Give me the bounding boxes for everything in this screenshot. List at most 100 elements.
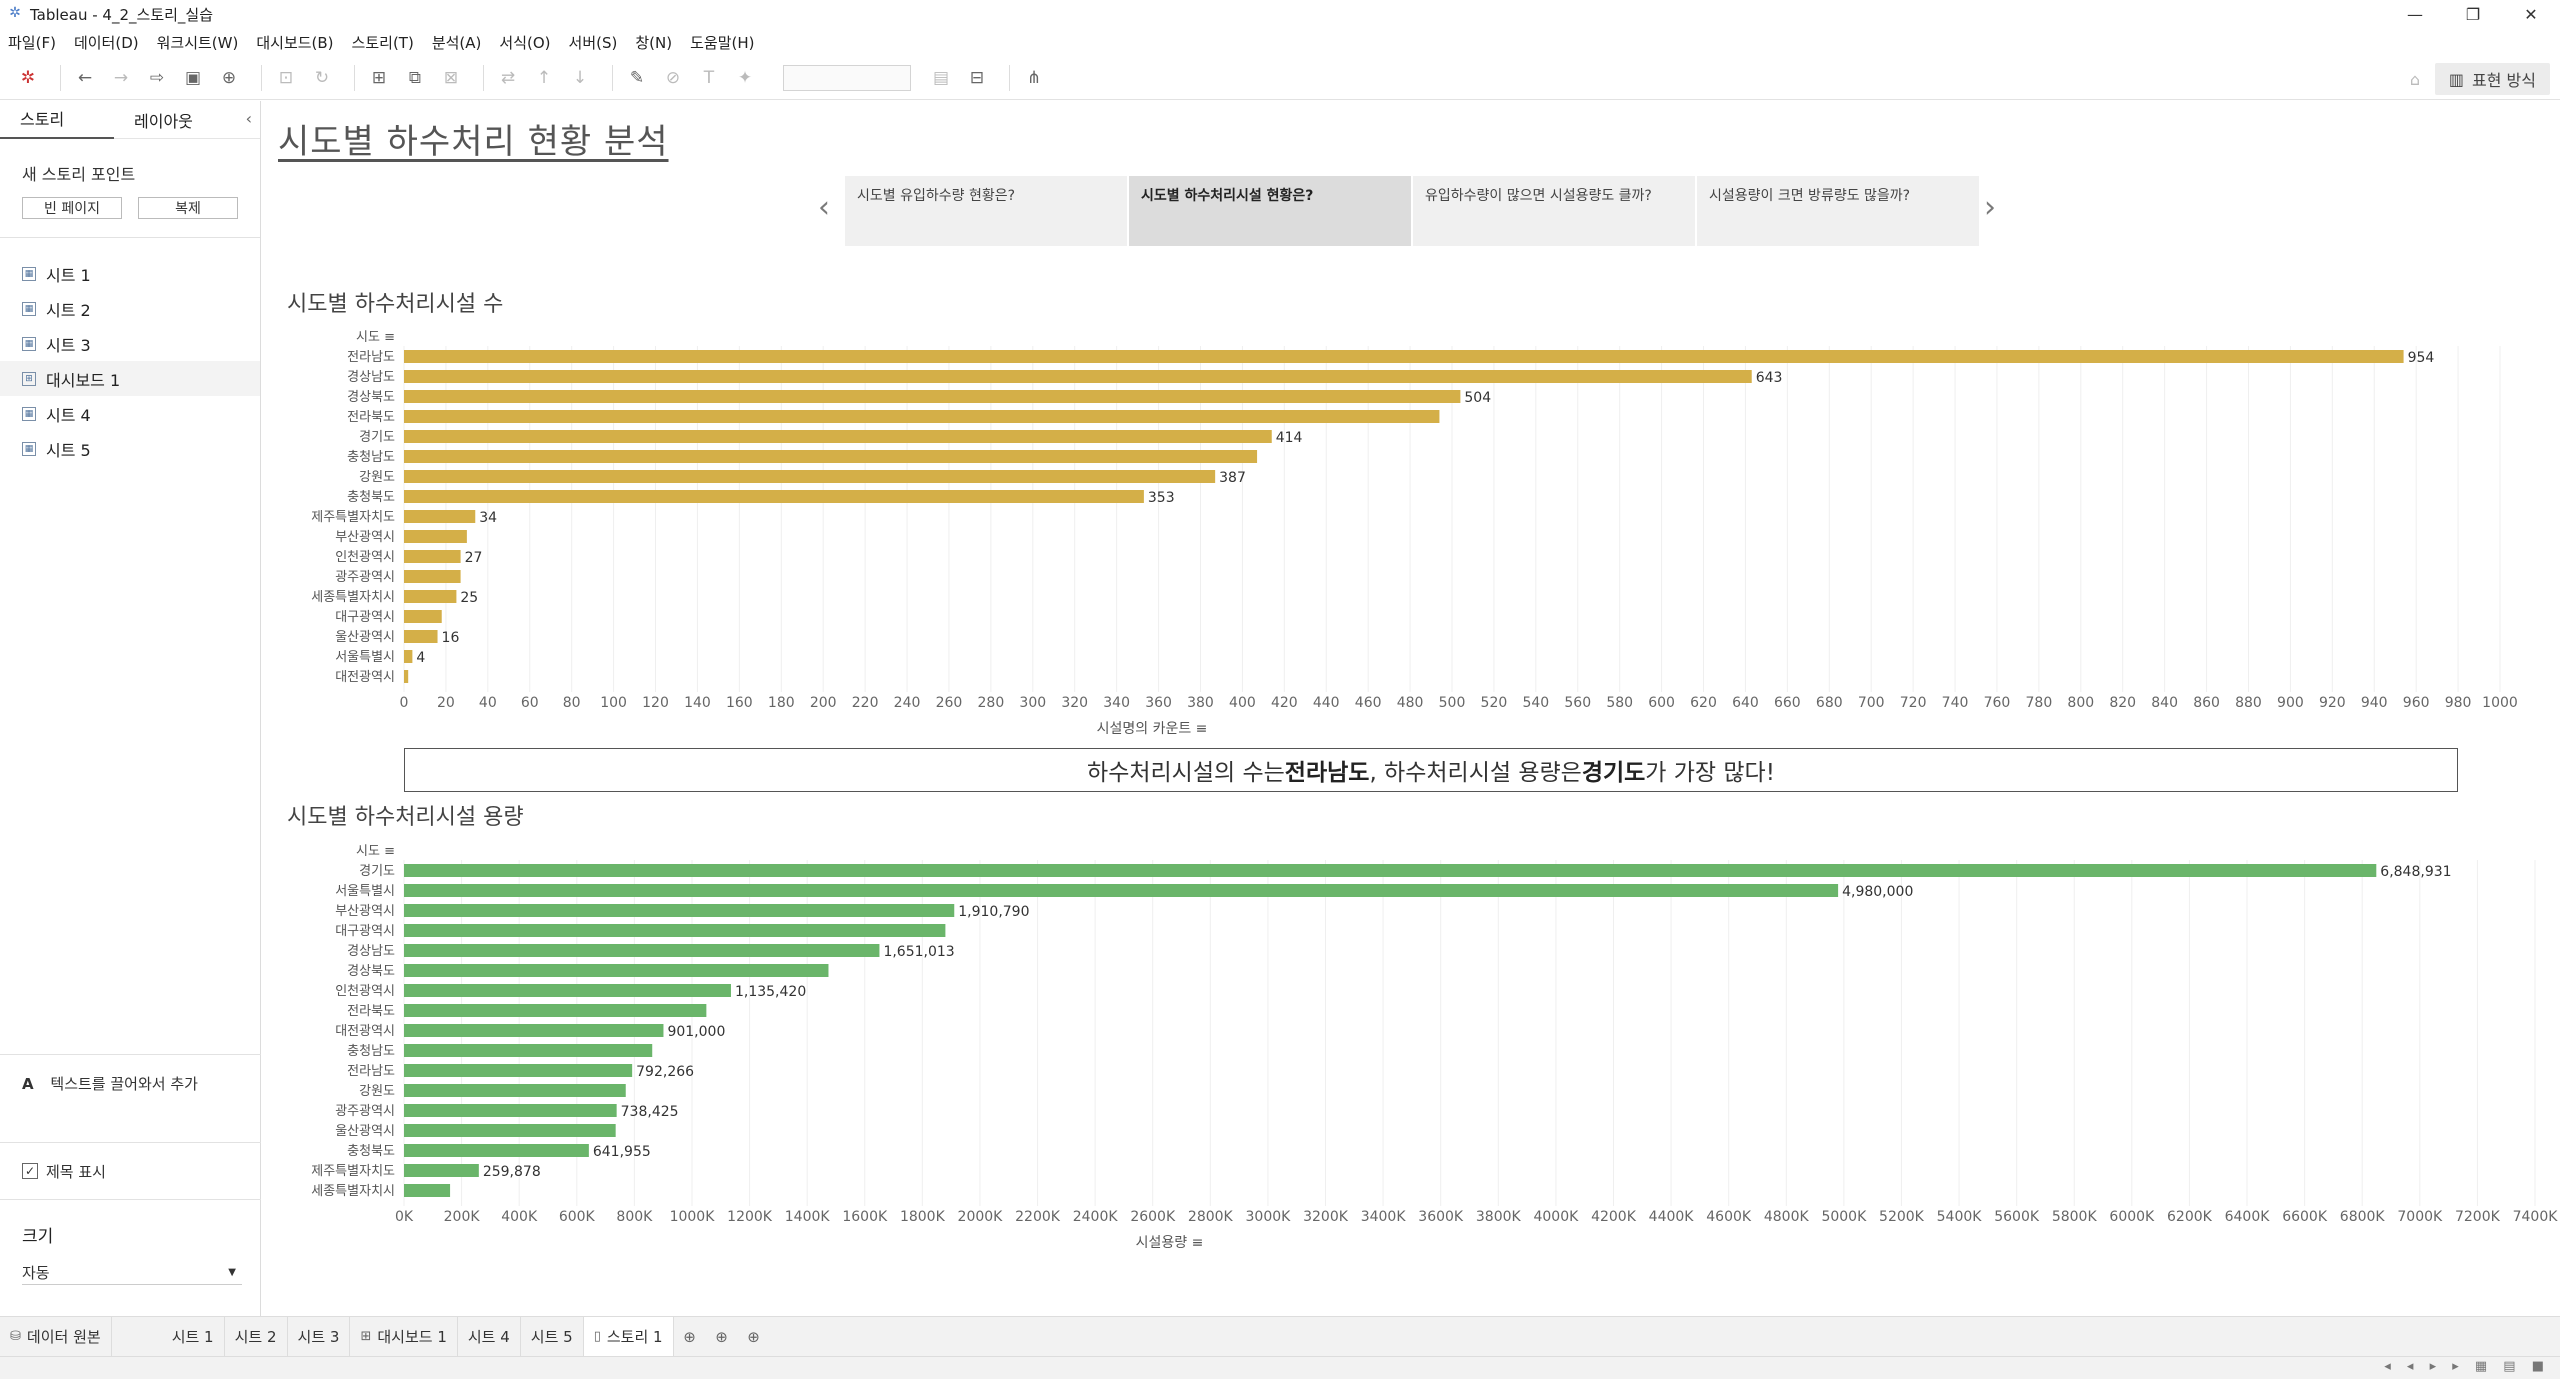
tab-layout[interactable]: 레이아웃 — [134, 111, 193, 131]
menu-item-8[interactable]: 창(N) — [635, 33, 673, 52]
sheet-tab[interactable]: 시트 4 — [458, 1316, 521, 1357]
clear-sheet-icon[interactable]: ⊠ — [443, 67, 459, 88]
blank-page-button[interactable]: 빈 페이지 — [22, 197, 122, 219]
swap-icon[interactable]: ⇄ — [500, 67, 516, 88]
bar[interactable] — [404, 410, 1440, 423]
group-icon[interactable]: ⊘ — [665, 67, 681, 88]
story-point-3[interactable]: 유입하수량이 많으면 시설용량도 클까? — [1413, 176, 1695, 246]
sheet-tab[interactable]: ▯ 스토리 1 — [583, 1316, 674, 1357]
sort-desc-icon[interactable]: ↓ — [572, 67, 588, 88]
bar[interactable] — [404, 590, 457, 603]
bar[interactable] — [404, 884, 1839, 897]
new-dashboard-tab-icon[interactable]: ⊕ — [715, 1327, 728, 1346]
menu-item-4[interactable]: 스토리(T) — [351, 33, 414, 52]
menu-item-1[interactable]: 데이터(D) — [73, 33, 139, 52]
undo-icon[interactable]: ← — [77, 67, 93, 88]
bar[interactable] — [404, 1024, 664, 1037]
bar[interactable] — [404, 490, 1144, 503]
bar[interactable] — [404, 430, 1272, 443]
story-sheet-item[interactable]: ▦ 시트 2 — [0, 291, 260, 326]
x-axis-label[interactable]: 시설명의 카운트 ≡ — [1097, 721, 1208, 737]
close-icon[interactable]: ✕ — [2524, 4, 2538, 24]
bar[interactable] — [404, 670, 409, 683]
bar[interactable] — [404, 630, 438, 643]
bar[interactable] — [404, 964, 829, 977]
collapse-icon[interactable]: ‹ — [245, 109, 252, 128]
duplicate-button[interactable]: 복제 — [138, 197, 238, 219]
bar[interactable] — [404, 370, 1752, 383]
presentation-icon[interactable]: ⊟ — [969, 67, 985, 88]
replay-icon[interactable]: ⇨ — [149, 67, 165, 88]
menu-item-9[interactable]: 도움말(H) — [690, 33, 755, 52]
menu-item-7[interactable]: 서버(S) — [568, 33, 618, 52]
fit-dropdown[interactable] — [783, 64, 911, 91]
bar[interactable] — [404, 1084, 626, 1097]
share-icon[interactable]: ⋔ — [1026, 67, 1042, 88]
bar[interactable] — [404, 864, 2377, 877]
new-datasource-icon[interactable]: ⊕ — [221, 67, 237, 88]
menu-item-0[interactable]: 파일(F) — [8, 33, 56, 52]
row-header-label[interactable]: 시도 ≡ — [356, 844, 395, 859]
show-me-button[interactable]: ▥ 표현 방식 — [2434, 63, 2550, 95]
story-point-4[interactable]: 시설용량이 크면 방류량도 많을까? — [1697, 176, 1979, 246]
bar[interactable] — [404, 530, 467, 543]
story-sheet-item[interactable]: ▦ 시트 1 — [0, 256, 260, 291]
bar[interactable] — [404, 1004, 707, 1017]
story-sheet-item[interactable]: ▦ 시트 5 — [0, 431, 260, 466]
bar[interactable] — [404, 1144, 589, 1157]
story-sheet-item[interactable]: ▦ 시트 3 — [0, 326, 260, 361]
sheet-tab[interactable]: ⊞ 대시보드 1 — [350, 1316, 458, 1357]
menu-item-6[interactable]: 서식(O) — [499, 33, 551, 52]
bar[interactable] — [404, 550, 461, 563]
size-dropdown[interactable]: 자동 ▼ — [22, 1261, 242, 1285]
bar[interactable] — [404, 570, 461, 583]
menu-item-5[interactable]: 분석(A) — [431, 33, 482, 52]
menu-item-3[interactable]: 대시보드(B) — [256, 33, 334, 52]
drag-text-item[interactable]: A 텍스트를 끌어와서 추가 — [0, 1054, 261, 1142]
bar[interactable] — [404, 904, 955, 917]
story-title[interactable]: 시도별 하수처리 현황 분석 — [278, 122, 669, 162]
bar[interactable] — [404, 390, 1461, 403]
redo-icon[interactable]: → — [113, 67, 129, 88]
tableau-home-icon[interactable]: ✲ — [20, 67, 36, 88]
bar[interactable] — [404, 1124, 616, 1137]
new-worksheet-icon[interactable]: ⊞ — [371, 67, 387, 88]
row-header-label[interactable]: 시도 ≡ — [356, 330, 395, 345]
bar[interactable] — [404, 650, 413, 663]
story-point-1[interactable]: 시도별 유입하수량 현황은? — [845, 176, 1127, 246]
bar[interactable] — [404, 470, 1216, 483]
story-point-2[interactable]: 시도별 하수처리시설 현황은? — [1129, 176, 1411, 246]
labels-icon[interactable]: T — [703, 67, 715, 88]
bar[interactable] — [404, 610, 442, 623]
story-annotation[interactable]: 하수처리시설의 수는 전라남도, 하수처리시설 용량은 경기도 가 가장 많다! — [404, 748, 2458, 792]
bar[interactable] — [404, 1184, 451, 1197]
bar[interactable] — [404, 924, 946, 937]
next-point-icon[interactable]: › — [1984, 190, 1996, 225]
prev-point-icon[interactable]: ‹ — [818, 190, 830, 225]
menu-item-2[interactable]: 워크시트(W) — [156, 33, 239, 52]
card-toggle-icon[interactable]: ▤ — [932, 67, 950, 88]
save-icon[interactable]: ▣ — [184, 67, 202, 88]
sheet-tab[interactable]: 시트 5 — [521, 1316, 584, 1357]
view-toggle-icons[interactable]: ◂ ◂ ▸ ▸ ▦ ▤ ■ — [2384, 1359, 2550, 1374]
sheet-tab[interactable]: 시트 3 — [288, 1316, 351, 1357]
refresh-icon[interactable]: ↻ — [314, 67, 330, 88]
bar[interactable] — [404, 944, 880, 957]
highlight-icon[interactable]: ✎ — [629, 67, 645, 88]
sheet-tab[interactable]: 시트 2 — [225, 1316, 288, 1357]
comment-icon[interactable]: ⌂ — [2409, 70, 2420, 89]
datasource-tab[interactable]: ⛁ 데이터 원본 — [0, 1316, 112, 1357]
story-sheet-item[interactable]: ▦ 시트 4 — [0, 396, 260, 431]
minimize-icon[interactable]: — — [2407, 4, 2423, 24]
story-sheet-item[interactable]: ⊞ 대시보드 1 — [0, 361, 260, 396]
bar[interactable] — [404, 1064, 633, 1077]
bar[interactable] — [404, 984, 731, 997]
bar[interactable] — [404, 1044, 653, 1057]
bar[interactable] — [404, 1164, 479, 1177]
bar[interactable] — [404, 350, 2404, 363]
pin-icon[interactable]: ✦ — [737, 67, 753, 88]
new-worksheet-tab-icon[interactable]: ⊕ — [683, 1327, 696, 1346]
bar[interactable] — [404, 450, 1258, 463]
duplicate-sheet-icon[interactable]: ⧉ — [408, 67, 422, 88]
pause-updates-icon[interactable]: ⊡ — [278, 67, 294, 88]
